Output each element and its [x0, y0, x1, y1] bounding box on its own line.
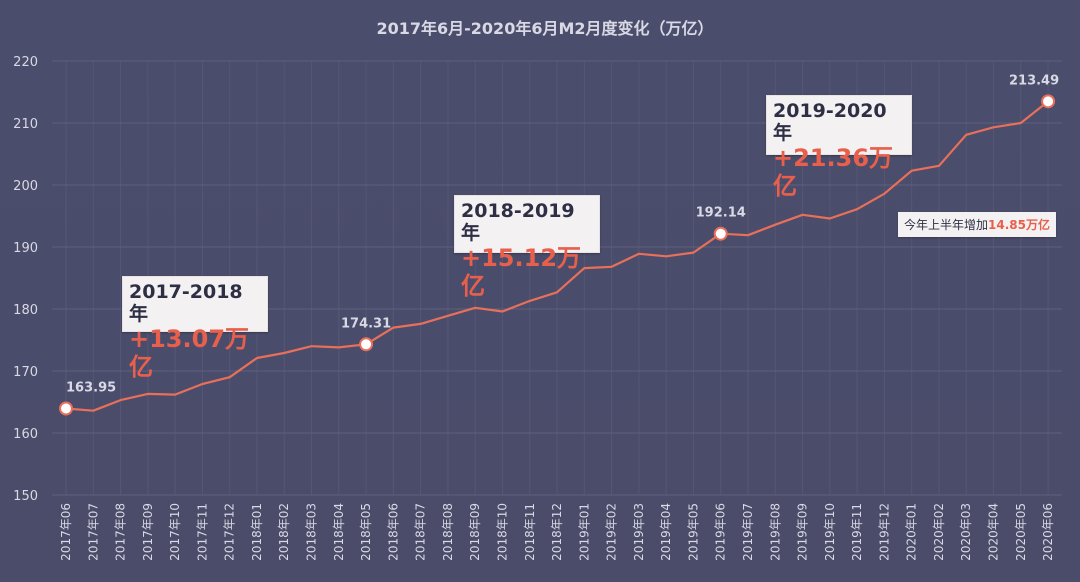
y-tick-label: 210 — [13, 117, 38, 132]
annotation-2019-2020: 2019-2020年 +21.36万亿 — [766, 95, 912, 200]
x-tick-label: 2019年01 — [577, 503, 591, 561]
data-point-marker — [59, 401, 73, 416]
x-tick-label: 2018年09 — [468, 503, 482, 561]
annotation-range: 2017-2018年 — [129, 281, 243, 325]
x-tick-label: 2018年04 — [332, 503, 346, 561]
x-tick-label: 2018年02 — [277, 503, 291, 561]
y-tick-label: 170 — [13, 365, 38, 380]
x-tick-label: 2018年12 — [550, 503, 564, 561]
x-tick-label: 2018年01 — [250, 503, 264, 561]
x-tick-label: 2019年03 — [632, 503, 646, 561]
y-axis-ticks: 150 160 170 180 190 200 210 220 — [13, 55, 38, 504]
annotation-range: 2019-2020年 — [773, 100, 887, 144]
x-tick-label: 2018年07 — [414, 503, 428, 561]
x-tick-label: 2018年06 — [386, 503, 400, 561]
x-tick-label: 2019年12 — [877, 503, 891, 561]
x-tick-label: 2019年08 — [768, 503, 782, 561]
y-tick-label: 190 — [13, 241, 38, 256]
x-tick-label: 2018年05 — [359, 503, 373, 561]
x-tick-label: 2020年06 — [1041, 503, 1055, 561]
annotation-range: 2018-2019年 — [461, 200, 575, 244]
x-tick-label: 2019年02 — [605, 503, 619, 561]
series-line — [65, 100, 1049, 412]
chart-title: 2017年6月-2020年6月M2月度变化（万亿） — [376, 19, 713, 38]
series-line-layer — [65, 100, 1049, 412]
x-tick-label: 2017年09 — [141, 503, 155, 561]
x-tick-label: 2020年03 — [959, 503, 973, 561]
x-tick-label: 2017年11 — [195, 503, 209, 561]
data-labels: 163.95 174.31 192.14 213.49 — [66, 73, 1059, 395]
data-point-label: 163.95 — [66, 381, 116, 396]
y-tick-label: 180 — [13, 303, 38, 318]
x-tick-label: 2017年06 — [59, 503, 73, 561]
x-tick-label: 2020年02 — [932, 503, 946, 561]
note-highlight: 14.85万亿 — [988, 218, 1050, 232]
y-tick-label: 200 — [13, 179, 38, 194]
x-tick-label: 2019年05 — [686, 503, 700, 561]
x-tick-label: 2020年04 — [987, 503, 1001, 561]
x-tick-label: 2019年06 — [714, 503, 728, 561]
x-axis-ticks: 2017年06 2017年07 2017年08 2017年09 2017年10 2017年… — [59, 503, 1055, 561]
note-prefix: 今年上半年增加 — [904, 218, 989, 232]
x-tick-label: 2017年12 — [223, 503, 237, 561]
x-tick-label: 2018年10 — [495, 503, 509, 561]
annotation-delta: +21.36万亿 — [773, 144, 894, 200]
data-point-label: 213.49 — [1009, 73, 1059, 88]
y-tick-label: 150 — [13, 489, 38, 504]
annotation-delta: +15.12万亿 — [461, 244, 582, 300]
x-tick-label: 2020年05 — [1014, 503, 1028, 561]
x-tick-label: 2019年11 — [850, 503, 864, 561]
annotation-delta: +13.07万亿 — [129, 325, 250, 381]
data-point-marker — [359, 337, 374, 352]
data-point-marker — [713, 226, 728, 241]
x-tick-label: 2018年03 — [305, 503, 319, 561]
x-tick-label: 2017年07 — [86, 503, 100, 561]
x-tick-label: 2018年11 — [523, 503, 537, 561]
x-tick-label: 2018年08 — [441, 503, 455, 561]
x-tick-label: 2019年04 — [659, 503, 673, 561]
y-tick-label: 160 — [13, 427, 38, 442]
annotation-2017-2018: 2017-2018年 +13.07万亿 — [122, 276, 268, 381]
data-points — [59, 94, 1056, 416]
data-point-label: 192.14 — [696, 206, 746, 221]
annotation-2018-2019: 2018-2019年 +15.12万亿 — [454, 195, 600, 300]
data-point-label: 174.31 — [341, 316, 391, 331]
x-tick-label: 2019年07 — [741, 503, 755, 561]
data-point-marker — [1041, 94, 1056, 109]
y-tick-label: 220 — [13, 55, 38, 70]
half-year-note: 今年上半年增加14.85万亿 — [898, 212, 1056, 237]
x-tick-label: 2020年01 — [905, 503, 919, 561]
x-tick-label: 2017年10 — [168, 503, 182, 561]
x-tick-label: 2019年09 — [796, 503, 810, 561]
x-tick-label: 2017年08 — [114, 503, 128, 561]
x-tick-label: 2019年10 — [823, 503, 837, 561]
